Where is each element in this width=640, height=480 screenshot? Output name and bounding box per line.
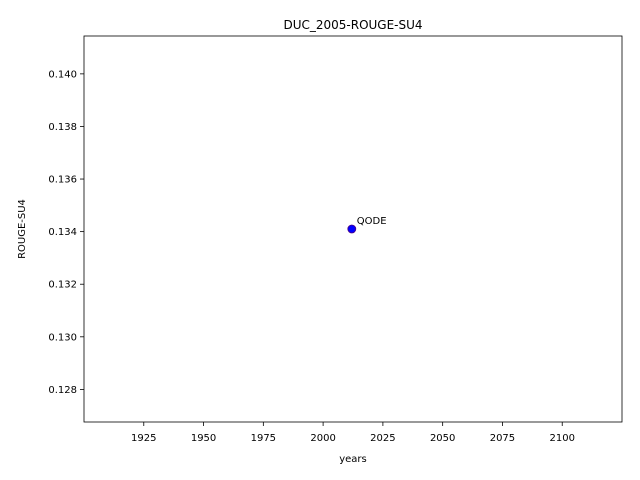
point-annotation: QODE (357, 216, 387, 227)
x-tick-label: 2050 (430, 433, 455, 444)
y-tick-label: 0.136 (48, 175, 77, 186)
x-tick-label: 2000 (310, 433, 335, 444)
plot-area: QODE (347, 216, 387, 234)
y-axis-label: ROUGE-SU4 (17, 199, 28, 259)
y-tick-label: 0.130 (48, 332, 77, 343)
x-tick-label: 1925 (131, 433, 156, 444)
y-axis-ticks: 0.128 0.130 0.132 0.134 0.136 0.138 0.140 (48, 69, 84, 396)
y-tick-label: 0.128 (48, 385, 77, 396)
y-tick-label: 0.138 (48, 122, 77, 133)
x-tick-label: 2100 (549, 433, 574, 444)
x-tick-label: 2025 (370, 433, 395, 444)
y-tick-label: 0.132 (48, 280, 77, 291)
x-tick-label: 2075 (490, 433, 515, 444)
y-tick-label: 0.134 (48, 227, 77, 238)
x-axis-label: years (339, 454, 367, 465)
axes-frame (83, 35, 623, 423)
x-tick-label: 1950 (191, 433, 216, 444)
x-axis-ticks: 1925 1950 1975 2000 2025 2050 2075 2100 (131, 422, 575, 444)
y-tick-label: 0.140 (48, 69, 77, 80)
chart-title: DUC_2005-ROUGE-SU4 (283, 18, 422, 32)
x-tick-label: 1975 (251, 433, 276, 444)
data-point (347, 224, 357, 234)
